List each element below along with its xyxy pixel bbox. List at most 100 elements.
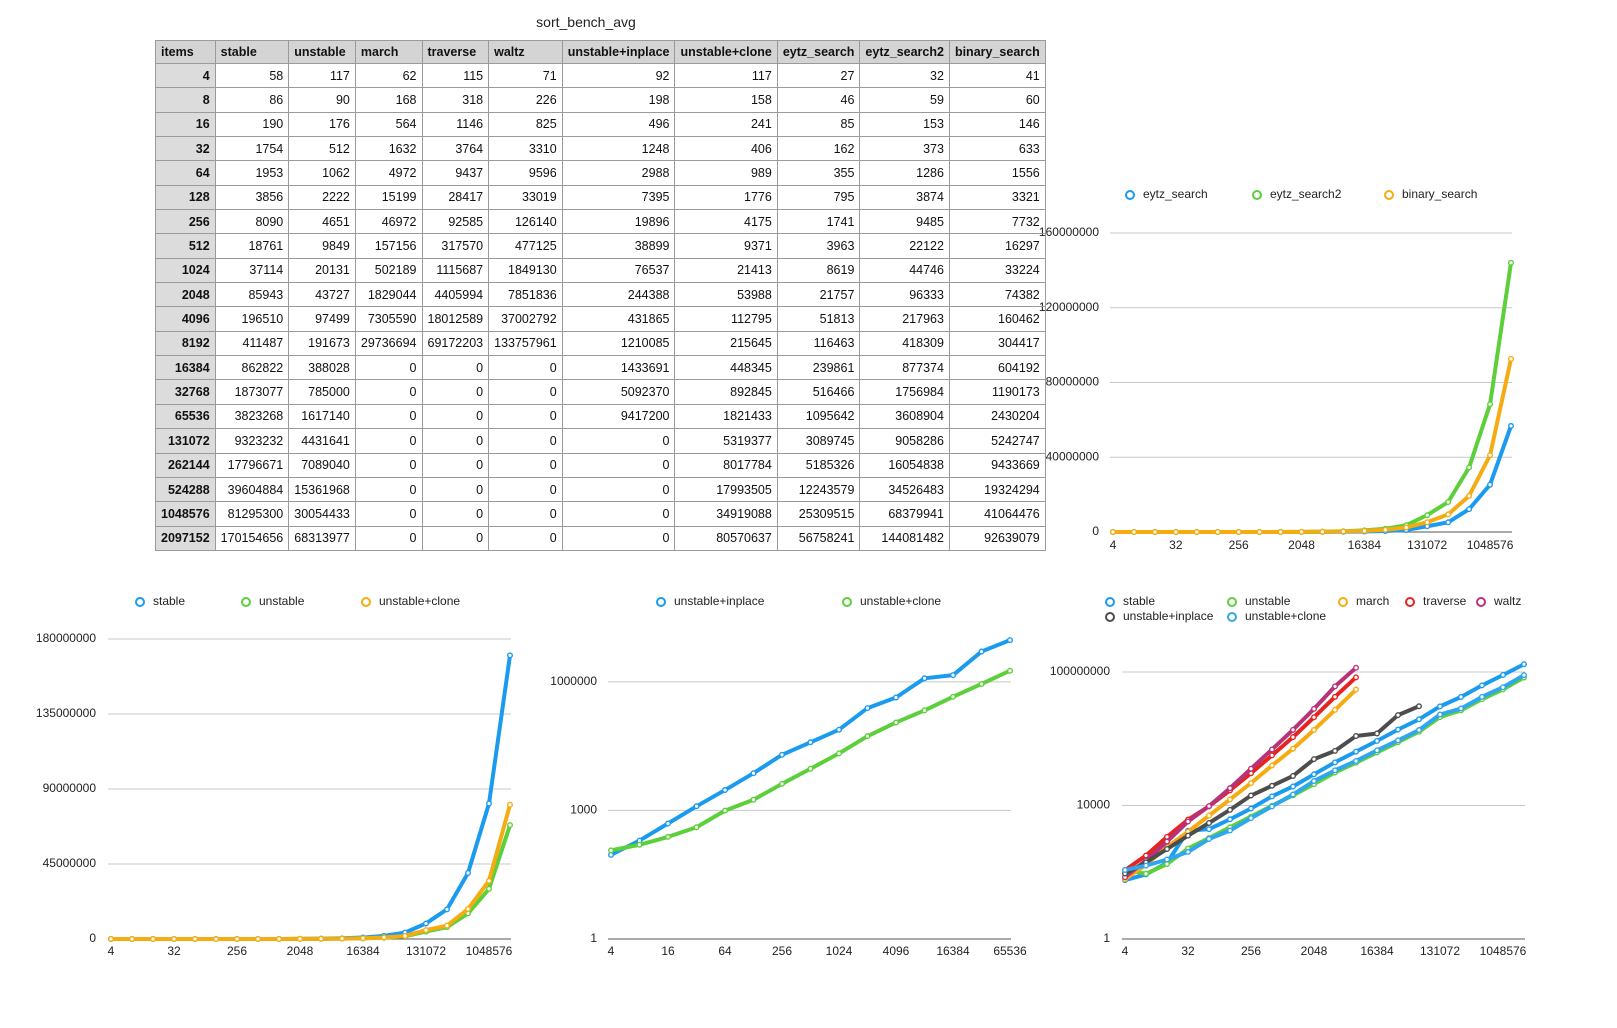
table-cell: eytz_search bbox=[776, 40, 861, 64]
table-cell: 239861 bbox=[776, 355, 861, 381]
table-cell: 112795 bbox=[674, 306, 778, 332]
point bbox=[1151, 528, 1158, 535]
point bbox=[1007, 667, 1014, 674]
table-cell: 1115687 bbox=[421, 257, 490, 284]
y-tick-label: 100000000 bbox=[1050, 664, 1110, 678]
point bbox=[608, 847, 615, 854]
point bbox=[1142, 862, 1149, 869]
point bbox=[1205, 812, 1212, 819]
table-cell: 96333 bbox=[859, 282, 950, 308]
point bbox=[233, 935, 240, 942]
table-cell: 0 bbox=[561, 525, 676, 551]
table-cell: 29736694 bbox=[354, 330, 423, 357]
point bbox=[1268, 762, 1275, 769]
table-cell: 4651 bbox=[288, 209, 356, 235]
table-cell: 37114 bbox=[214, 257, 290, 284]
table-cell: 28417 bbox=[421, 184, 490, 211]
table-cell: 1556 bbox=[948, 160, 1046, 186]
table-cell: 76537 bbox=[561, 257, 676, 284]
table-cell: 33224 bbox=[948, 257, 1046, 284]
table-cell: 158 bbox=[674, 87, 778, 113]
series-line bbox=[1111, 356, 1513, 534]
table-cell: 0 bbox=[354, 525, 423, 551]
table-cell: 21757 bbox=[776, 282, 861, 308]
table-cell: 9437 bbox=[421, 160, 490, 186]
point bbox=[1163, 846, 1170, 853]
table-cell: 0 bbox=[354, 501, 423, 527]
point bbox=[465, 869, 472, 876]
point bbox=[1226, 827, 1233, 834]
point bbox=[1373, 737, 1380, 744]
table-row: 2097152 170154656 68313977 0 0 0 0 80570637 5675… bbox=[155, 525, 1046, 551]
point bbox=[360, 935, 367, 942]
point bbox=[444, 906, 451, 913]
point bbox=[1298, 528, 1305, 535]
point bbox=[1507, 422, 1514, 429]
point bbox=[191, 935, 198, 942]
table-cell: 2048 bbox=[155, 282, 216, 308]
table-cell: 71 bbox=[488, 62, 563, 89]
point bbox=[1310, 778, 1317, 785]
y-tick-label: 180000000 bbox=[36, 631, 96, 645]
table-cell: 74382 bbox=[948, 282, 1046, 308]
point bbox=[1184, 848, 1191, 855]
y-tick-label: 1 bbox=[590, 931, 597, 945]
legend-marker bbox=[361, 597, 371, 607]
point bbox=[486, 800, 493, 807]
table-cell: 5242747 bbox=[948, 428, 1046, 454]
y-tick-label: 0 bbox=[89, 931, 96, 945]
table-cell: 373 bbox=[859, 136, 950, 162]
table-cell: 117 bbox=[674, 62, 778, 89]
table-cell: 0 bbox=[421, 355, 490, 381]
point bbox=[1394, 737, 1401, 744]
point bbox=[1130, 528, 1137, 535]
table-cell: 0 bbox=[488, 476, 563, 503]
point bbox=[1507, 355, 1514, 362]
table-cell: 46 bbox=[776, 87, 861, 113]
y-tick-label: 160000000 bbox=[1039, 225, 1099, 239]
table-cell: 15361968 bbox=[288, 476, 356, 503]
table-cell: 355 bbox=[776, 160, 861, 186]
table-cell: 176 bbox=[288, 111, 356, 138]
table-cell: 85943 bbox=[214, 282, 290, 308]
table-cell: unstable+clone bbox=[674, 40, 778, 64]
point bbox=[1352, 748, 1359, 755]
table-cell: 564 bbox=[354, 111, 423, 138]
table-cell: 5319377 bbox=[674, 428, 778, 454]
table-cell: 1024 bbox=[155, 257, 216, 284]
point bbox=[1310, 726, 1317, 733]
table-cell: 3963 bbox=[776, 233, 861, 259]
table-cell: 30054433 bbox=[288, 501, 356, 527]
point bbox=[1268, 803, 1275, 810]
point bbox=[1268, 793, 1275, 800]
point bbox=[1499, 684, 1506, 691]
point bbox=[1331, 767, 1338, 774]
table-cell: 62 bbox=[354, 62, 423, 89]
table-cell: 115 bbox=[421, 62, 490, 89]
point bbox=[864, 705, 871, 712]
table-cell: 262144 bbox=[155, 452, 216, 478]
table-cell: 1433691 bbox=[561, 355, 676, 381]
table-row: 512 18761 9849 157156 317570 477125 38899 9371 3… bbox=[155, 233, 1046, 259]
table-cell: 512 bbox=[288, 136, 356, 162]
table-cell: 90 bbox=[288, 87, 356, 113]
table-cell: 22122 bbox=[859, 233, 950, 259]
legend-label: traverse bbox=[1423, 594, 1467, 608]
point bbox=[1193, 528, 1200, 535]
series-line bbox=[1111, 260, 1513, 534]
point bbox=[381, 934, 388, 941]
legend-label: unstable+inplace bbox=[674, 594, 765, 608]
table-cell: 2988 bbox=[561, 160, 676, 186]
point bbox=[693, 824, 700, 831]
table-cell: 191673 bbox=[288, 330, 356, 357]
point bbox=[978, 680, 985, 687]
table-cell: 502189 bbox=[354, 257, 423, 284]
point bbox=[1445, 498, 1452, 505]
point bbox=[1310, 705, 1317, 712]
point bbox=[1172, 528, 1179, 535]
table-cell: unstable bbox=[288, 40, 356, 64]
point bbox=[921, 707, 928, 714]
table-cell: 0 bbox=[354, 403, 423, 430]
legend-label: stable bbox=[153, 594, 185, 608]
y-tick-label: 45000000 bbox=[43, 856, 97, 870]
